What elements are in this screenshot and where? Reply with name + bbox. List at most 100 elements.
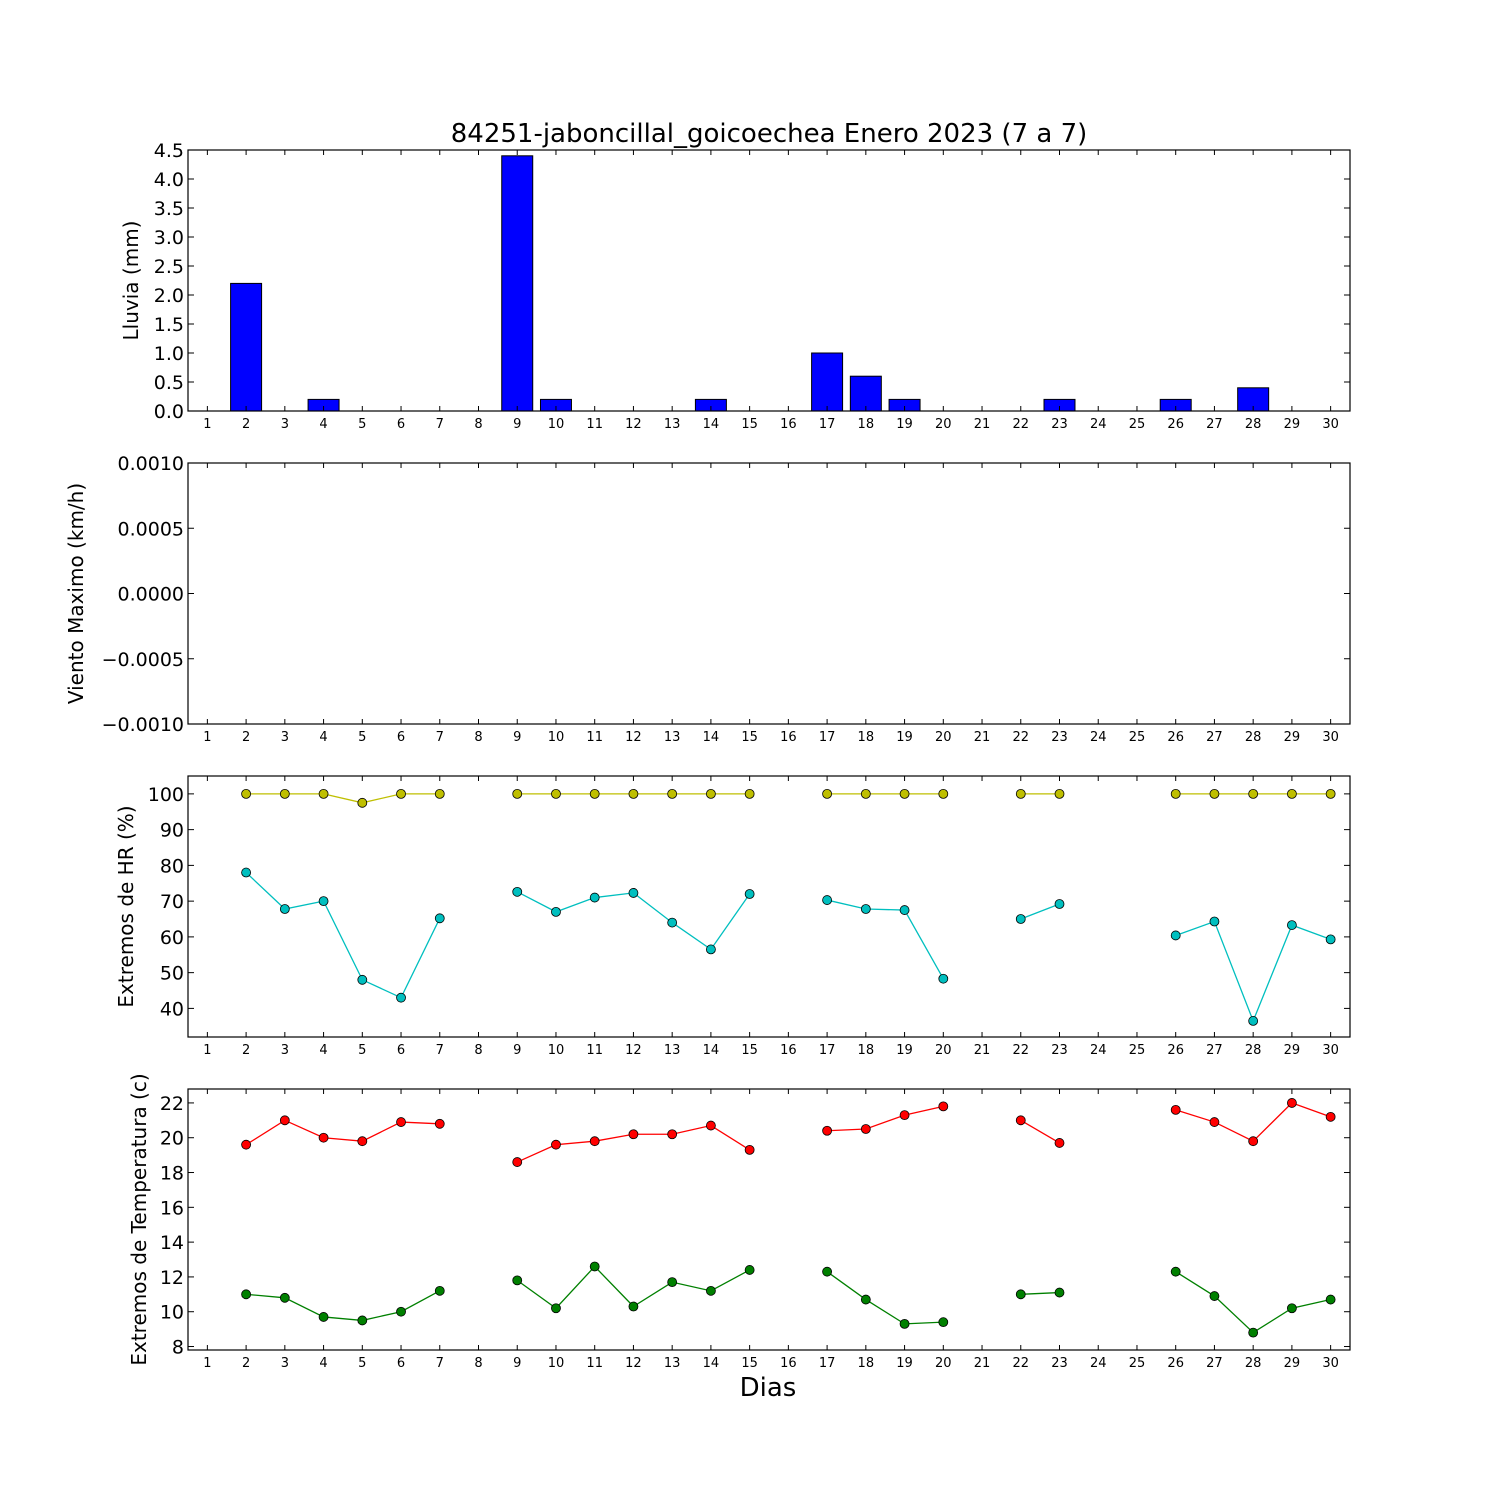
hr-xtick-label: 9 [513,1043,521,1058]
temp-xtick-label: 24 [1090,1356,1107,1371]
hr-series-1-line [1175,920,1331,1023]
viento-xtick-label: 15 [741,730,758,745]
temp-xtick-label: 6 [397,1356,405,1371]
temp-series-1-point [551,1303,561,1314]
viento-xtick-label: 9 [513,730,521,745]
hr-xtick-label: 2 [242,1043,250,1058]
temp-ytick-label: 16 [160,1197,184,1219]
hr-xtick-label: 27 [1206,1043,1223,1058]
hr-series-1-point [860,904,871,914]
viento-xtick-label: 20 [935,730,952,745]
hr-series-1-point [1170,930,1181,941]
temp-series-0-point [860,1124,871,1134]
hr-xtick-label: 21 [974,1043,991,1058]
temp-xtick-label: 3 [281,1356,289,1371]
viento-xtick-label: 7 [436,730,444,745]
temp-ytick-label: 10 [160,1302,184,1324]
hr-series-0-point [241,788,252,799]
temp-series-0-point [1248,1136,1259,1147]
lluvia-xtick-label: 12 [625,417,642,432]
temp-xtick-label: 7 [436,1356,444,1371]
lluvia-ytick-label: 4.0 [154,169,184,191]
temp-series-1-point [899,1319,910,1329]
hr-xtick-label: 24 [1090,1043,1107,1058]
hr-xtick-label: 6 [397,1043,405,1058]
hr-series-1-point [357,974,368,985]
temp-frame [187,1088,1351,1351]
temp-series-1-point [667,1277,678,1288]
hr-series-0-point [434,788,445,799]
hr-xtick-label: 7 [436,1043,444,1058]
temp-series-0-point [1287,1098,1297,1108]
temp-series-0-line [1020,1119,1060,1144]
lluvia-xtick-label: 30 [1322,417,1339,432]
temp-xtick-label: 29 [1284,1356,1301,1371]
viento-ytick-label: 0.0000 [118,584,184,606]
temp-series-0-point [512,1157,523,1167]
hr-series [241,788,1336,1026]
lluvia-ytick-label: 0.5 [154,372,184,394]
hr-series-0-point [628,788,639,799]
temp-series-1-point [1015,1289,1026,1300]
temp-xtick-label: 25 [1129,1356,1146,1371]
lluvia-xtick-label: 6 [397,417,405,432]
viento-xtick-label: 2 [242,730,250,745]
temp-xtick-label: 9 [513,1356,521,1371]
temp-xtick-label: 28 [1245,1356,1262,1371]
hr-series-0-point [744,788,755,799]
hr-xtick-label: 19 [896,1043,913,1058]
lluvia-bar [501,155,534,412]
subplot-temperatura: 1 2 3 4 5 6 7 8 9 10 11 12 13 14 15 16 17 18 19 20 21 22 23 24 2… [127,1073,1351,1371]
hr-xtick-label: 16 [780,1043,797,1058]
hr-xtick-label: 25 [1129,1043,1146,1058]
hr-series-0-point [1287,788,1297,799]
hr-xtick-label: 1 [203,1043,211,1058]
temp-xtick-label: 11 [586,1356,603,1371]
hr-xtick-label: 12 [625,1043,642,1058]
lluvia-xtick-label: 21 [974,417,991,432]
hr-series-1-point [1015,914,1026,924]
lluvia-xtick-label: 11 [586,417,603,432]
hr-series-1-point [1248,1016,1259,1026]
hr-xtick-label: 23 [1051,1043,1068,1058]
temp-series-0-point [1054,1138,1065,1148]
viento-xtick-label: 13 [664,730,681,745]
lluvia-ytick-label: 3.0 [154,227,184,249]
lluvia-xtick-label: 5 [358,417,366,432]
viento-xtick-label: 24 [1090,730,1107,745]
viento-xtick-label: 8 [474,730,482,745]
hr-series-0-point [1325,788,1336,799]
temp-series-1-point [396,1306,406,1317]
temp-series-0-point [822,1125,832,1136]
hr-xtick-label: 13 [664,1043,681,1058]
viento-xtick-label: 11 [586,730,603,745]
temp-ytick-label: 14 [160,1232,184,1254]
lluvia-xtick-label: 25 [1129,417,1146,432]
lluvia-xtick-label: 29 [1284,417,1301,432]
hr-series-1-point [938,973,949,984]
temp-xtick-label: 30 [1322,1356,1339,1371]
lluvia-xtick-label: 26 [1167,417,1184,432]
viento-xtick-label: 28 [1245,730,1262,745]
lluvia-xtick-label: 16 [780,417,797,432]
temp-series-1-line [1020,1291,1060,1295]
temp-series-1-point [589,1261,600,1272]
temp-xtick-label: 2 [242,1356,250,1371]
hr-series-0-point [1209,788,1220,799]
hr-series-1-point [1209,916,1220,927]
temp-xtick-label: 4 [319,1356,327,1371]
temp-series-0-line [1175,1102,1331,1142]
hr-ytick-label: 70 [160,891,184,913]
viento-xtick-label: 16 [780,730,797,745]
temp-xtick-label: 5 [358,1356,366,1371]
viento-xtick-label: 23 [1051,730,1068,745]
temp-series-1-point [1170,1266,1181,1277]
temp-series-0-point [1170,1104,1181,1115]
hr-series-1-point [241,867,252,878]
lluvia-xtick-label: 24 [1090,417,1107,432]
hr-xtick-label: 28 [1245,1043,1262,1058]
subplot-hr: 1 2 3 4 5 6 7 8 9 10 11 12 13 14 15 16 17 18 19 20 21 22 23 24 2… [114,775,1351,1058]
temp-xtick-label: 26 [1167,1356,1184,1371]
hr-series-1-point [1054,899,1065,909]
